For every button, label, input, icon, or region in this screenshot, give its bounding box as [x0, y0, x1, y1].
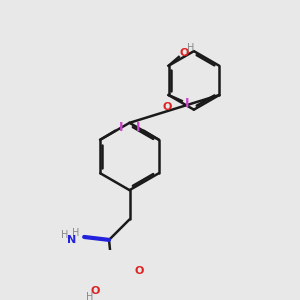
Text: H: H	[86, 292, 93, 300]
Text: H: H	[72, 228, 80, 239]
Text: I: I	[185, 97, 190, 110]
Text: O: O	[91, 286, 100, 296]
Text: O: O	[179, 49, 188, 58]
Text: O: O	[134, 266, 144, 276]
Text: I: I	[136, 122, 140, 134]
Text: N: N	[67, 236, 76, 245]
Text: O: O	[162, 103, 172, 112]
Text: I: I	[118, 122, 123, 134]
Text: H: H	[187, 43, 194, 52]
Text: H: H	[61, 230, 69, 240]
